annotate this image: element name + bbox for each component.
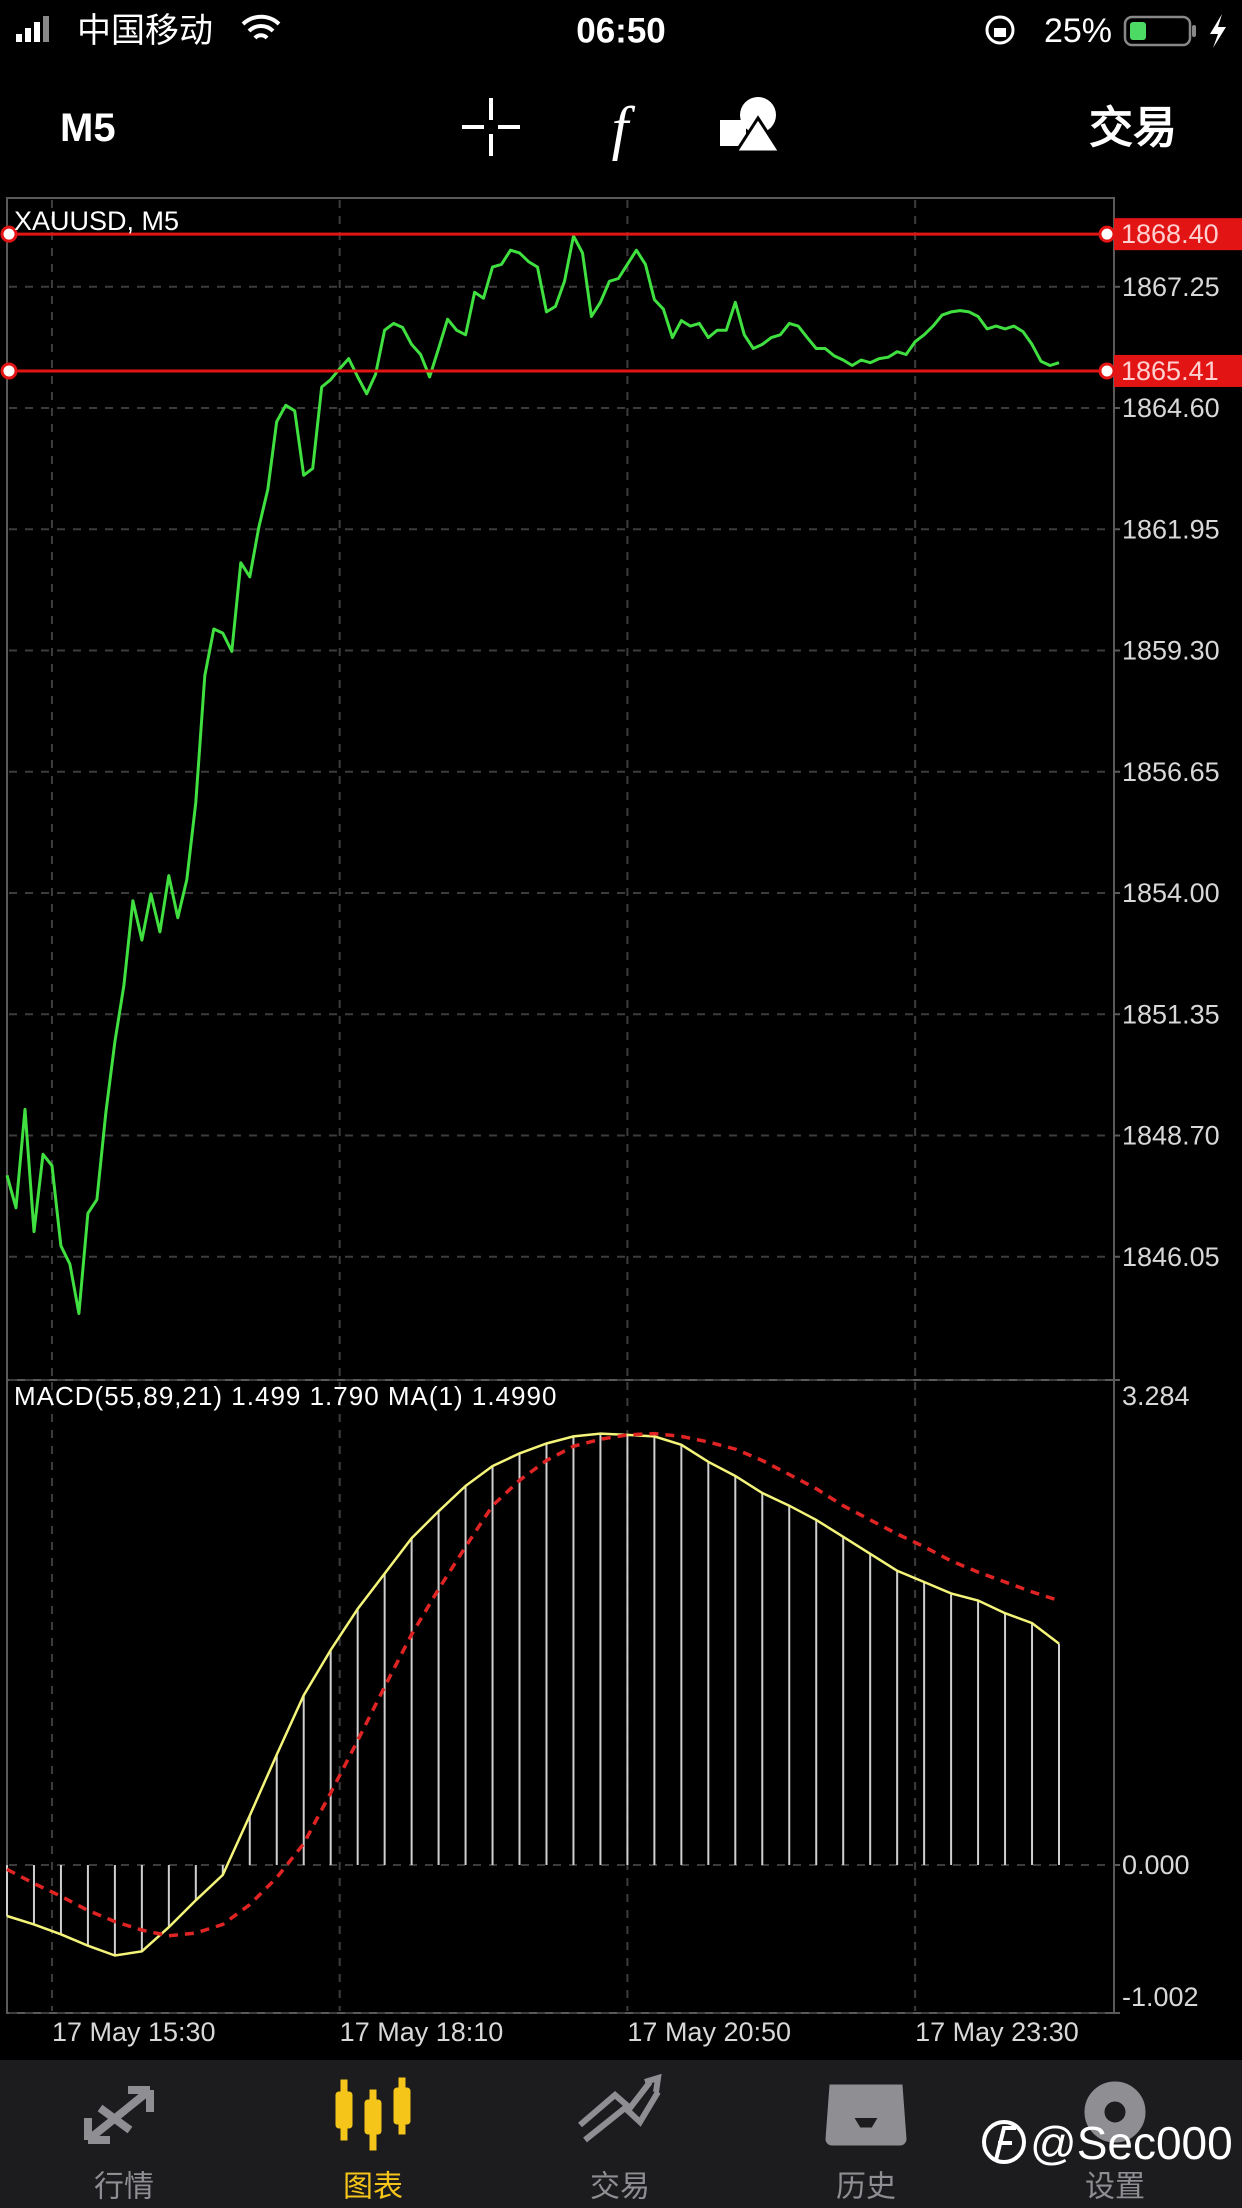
signal-bar [25,28,31,42]
wifi-icon [241,14,281,40]
y-tick-label: 1856.65 [1122,757,1220,787]
tab-icon [825,2084,907,2146]
battery-level [1130,22,1146,40]
signal-bar [16,34,22,42]
x-tick-label: 17 May 18:10 [340,2017,504,2047]
rotation-lock-icon [985,15,1015,45]
rotation-lock-icon [994,28,1006,37]
signal-bar [43,16,49,42]
tab-label[interactable]: 行情 [94,2171,154,2204]
tab-label[interactable]: 图表 [343,2171,403,2204]
battery-tip [1192,25,1196,37]
y-tick-label: 0.000 [1122,1850,1190,1880]
tab-bar [0,2060,1242,2208]
carrier: 中国移动 [77,12,213,50]
tab-icons [84,2073,1146,2151]
chart-title: XAUUSD, M5 [14,206,179,236]
level-handle [1098,225,1116,243]
y-tick-label: 1864.60 [1122,393,1220,423]
x-tick-label: 17 May 20:50 [627,2017,791,2047]
macd-line [6,1432,1060,1957]
level-handle [0,225,18,243]
level-label: 1868.40 [1121,219,1219,249]
plot-layer: 17 May 15:30 17 May 18:10 17 May 20:50 17 M… [0,200,1242,2047]
y-tick-label: 1846.05 [1122,1242,1220,1272]
x-tick-label: 17 May 23:30 [915,2017,1079,2047]
toolbar: M5 f 交易 [60,95,1177,161]
timeframe-button[interactable]: M5 [60,106,116,150]
tab-icon [84,2086,154,2144]
y-tick-label: 1848.70 [1122,1121,1220,1151]
y-tick-label: 1867.25 [1122,272,1220,302]
tab-label[interactable]: 交易 [590,2171,650,2204]
crosshair-button[interactable] [462,98,520,156]
objects-button[interactable] [720,97,783,154]
watermark-text: @Sec000 [1030,2117,1233,2169]
clock: 06:50 [576,12,666,51]
y-tick-label: 1861.95 [1122,514,1220,544]
y-tick-label: 1854.00 [1122,878,1220,908]
level-handle [1098,362,1116,380]
charging-icon [1210,14,1226,48]
trade-button[interactable]: 交易 [1089,104,1177,153]
level-label: 1865.41 [1121,356,1219,386]
x-tick-label: 17 May 15:30 [52,2017,216,2047]
level-label-box [1114,354,1242,387]
status-bar: 中国移动 06:50 25% [16,12,1226,51]
y-tick-label: -1.002 [1122,1982,1199,2012]
watermark: @Sec000 [982,2117,1233,2169]
y-tick-label: 3.284 [1122,1381,1190,1411]
battery-text: 25% [1044,12,1112,50]
tab-label[interactable]: 设置 [1085,2171,1145,2204]
signal-line [6,1431,1060,1938]
level-label-box [1114,218,1242,251]
tab-label[interactable]: 历史 [836,2171,896,2204]
battery-icon [1123,15,1192,47]
price-line [5,234,1060,1315]
y-tick-label: 1859.30 [1122,636,1220,666]
tab-icon [335,2077,411,2151]
signal-bar [34,22,40,42]
level-handle [0,362,18,380]
y-tick-label: 1851.35 [1122,999,1220,1029]
indicator-title: MACD(55,89,21) 1.499 1.790 MA(1) 1.4990 [14,1381,557,1411]
tab-icon [578,2073,662,2143]
tab-icon [1084,2081,1146,2143]
